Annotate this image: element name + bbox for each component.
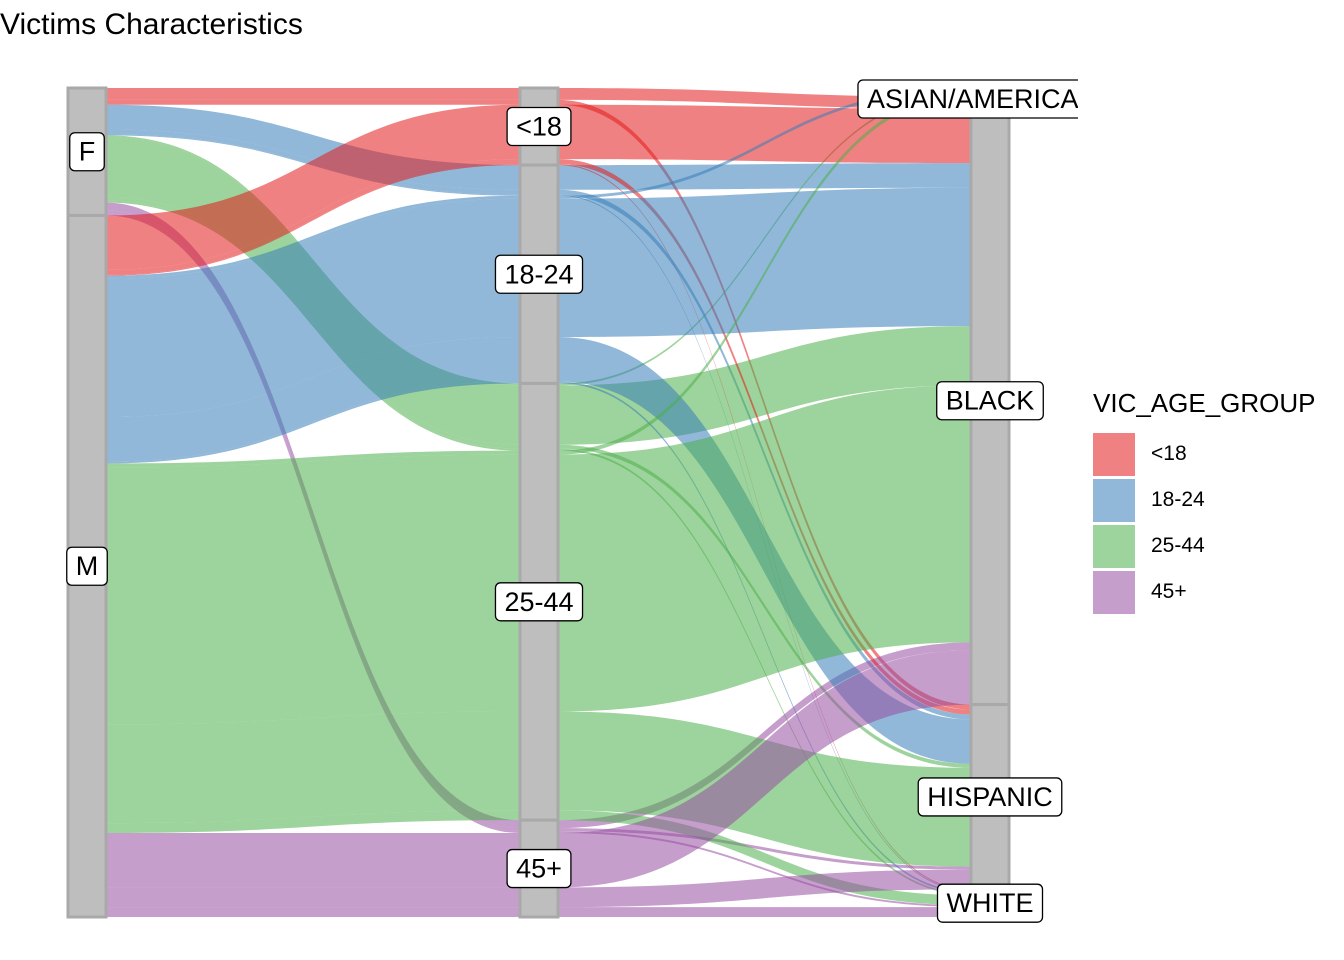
- stratum-label: F: [69, 132, 105, 172]
- alluvium-m-25-44-white: [520, 810, 971, 906]
- stratum-label: HISPANIC: [917, 777, 1063, 817]
- alluvium-m-25-44-asianamericani: [68, 450, 520, 468]
- alluvium-m-45+-black: [68, 833, 520, 888]
- svg-text:F: F: [79, 137, 96, 167]
- legend-swatch: [1093, 478, 1135, 522]
- alluvium-m-45+-white: [520, 907, 971, 917]
- svg-text:M: M: [76, 551, 99, 581]
- legend-swatch: [1093, 570, 1135, 614]
- alluvium-m-18-24-black: [68, 198, 520, 418]
- stratum-label: 25-44: [494, 582, 584, 622]
- legend-label: 25-44: [1151, 534, 1205, 557]
- stratum-label: ASIAN/AMERICAN I: [857, 79, 1080, 119]
- alluvium-f-<18-black: [68, 88, 520, 100]
- stratum-labels: F M <18 18-24 25-44 45+ ASIAN/AMERICAN I BLACK H…: [66, 79, 1080, 923]
- alluvium-m-45+-hispanic: [68, 887, 520, 908]
- stratum-label: BLACK: [936, 381, 1044, 421]
- alluvium-m-45+-white: [68, 907, 520, 917]
- alluvium-m-<18-black: [68, 104, 520, 270]
- stratum-label: WHITE: [936, 883, 1044, 923]
- legend-swatch: [1093, 432, 1135, 476]
- svg-text:<18: <18: [516, 112, 562, 142]
- alluvium-m-45+-hispanic: [520, 869, 971, 908]
- alluvium-m-25-44-black: [520, 385, 971, 712]
- legend-item: 25-44: [1093, 523, 1316, 569]
- legend-item: <18: [1093, 431, 1316, 477]
- alluvium-m-45+-black: [520, 650, 971, 888]
- svg-text:BLACK: BLACK: [946, 386, 1035, 416]
- svg-text:45+: 45+: [516, 854, 562, 884]
- svg-text:HISPANIC: HISPANIC: [927, 782, 1053, 812]
- svg-text:25-44: 25-44: [504, 587, 573, 617]
- legend: VIC_AGE_GROUP <18 18-24 25-44 45+: [1093, 388, 1316, 615]
- alluvium-m-18-24-hispanic: [520, 336, 971, 764]
- stratum-label: <18: [506, 106, 572, 147]
- legend-swatch: [1093, 524, 1135, 568]
- stratum-label: 18-24: [494, 254, 584, 294]
- svg-text:ASIAN/AMERICAN I: ASIAN/AMERICAN I: [867, 84, 1080, 114]
- stratum-label: 45+: [506, 848, 572, 889]
- legend-label: 45+: [1151, 580, 1187, 603]
- alluvial-plot: F M <18 18-24 25-44 45+ ASIAN/AMERICAN I BLACK H…: [66, 79, 1080, 923]
- alluvium-m-25-44-black: [68, 454, 520, 725]
- legend-label: <18: [1151, 442, 1187, 465]
- alluvium-f-18-24-black: [520, 163, 971, 190]
- alluvia: [68, 88, 971, 917]
- legend-item: 45+: [1093, 569, 1316, 615]
- legend-label: 18-24: [1151, 488, 1205, 511]
- alluvium-m-25-44-white: [68, 810, 520, 834]
- svg-text:WHITE: WHITE: [947, 888, 1034, 918]
- legend-title: VIC_AGE_GROUP: [1093, 388, 1316, 418]
- alluvium-f-<18-hispanic: [68, 99, 520, 105]
- alluvium-m-<18-black: [520, 104, 971, 164]
- alluvium-m-18-24-black: [520, 187, 971, 337]
- legend-item: 18-24: [1093, 477, 1316, 523]
- alluvium-m-18-24-hispanic: [68, 336, 520, 462]
- svg-text:18-24: 18-24: [504, 259, 573, 289]
- chart-title: Victims Characteristics: [0, 8, 303, 41]
- alluvium-m-25-44-hispanic: [68, 711, 520, 824]
- stratum-label: M: [66, 546, 108, 586]
